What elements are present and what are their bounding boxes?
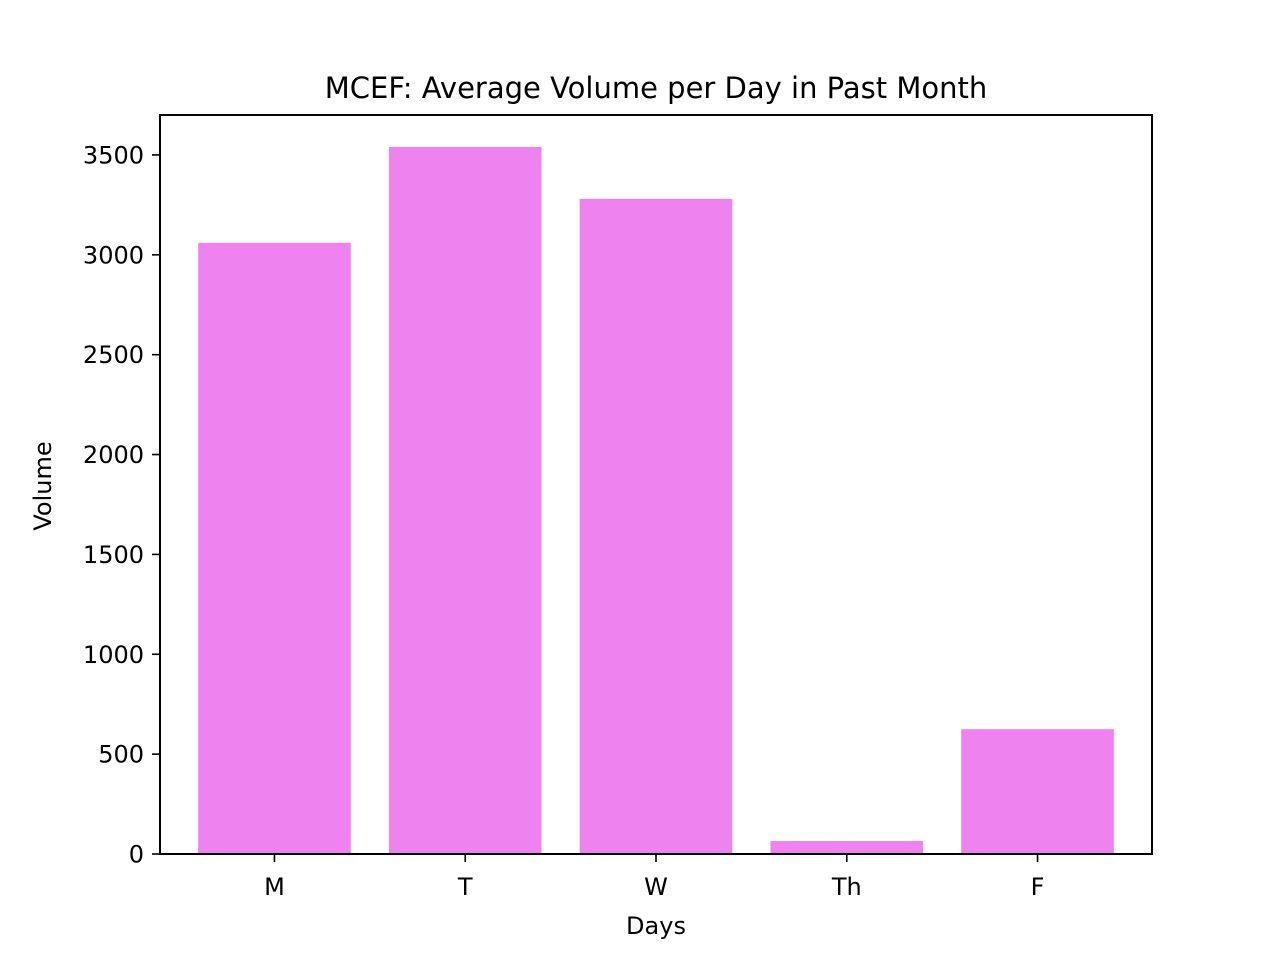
x-tick-label: M: [264, 873, 285, 901]
x-tick-label: Th: [831, 873, 862, 901]
y-axis-label: Volume: [29, 441, 57, 530]
y-tick-label: 2500: [83, 341, 144, 369]
x-axis-label: Days: [626, 912, 686, 940]
x-axis: M T W Th F: [264, 854, 1044, 901]
bar-t: [388, 146, 542, 854]
y-tick-label: 2000: [83, 441, 144, 469]
bar-w: [579, 198, 733, 855]
x-tick-label: W: [644, 873, 668, 901]
x-tick-label: T: [457, 873, 473, 901]
y-tick-label: 0: [129, 841, 144, 869]
y-tick-label: 1500: [83, 541, 144, 569]
bar-th: [770, 841, 924, 854]
bar-f: [961, 729, 1114, 854]
chart-title: MCEF: Average Volume per Day in Past Mon…: [325, 71, 987, 105]
y-tick-label: 3000: [83, 241, 144, 269]
y-axis: 0 500 1000 1500 2000 2500 3000 3500: [83, 141, 160, 869]
x-tick-label: F: [1031, 873, 1045, 901]
y-tick-label: 1000: [83, 641, 144, 669]
y-tick-label: 3500: [83, 141, 144, 169]
bar-m: [198, 242, 351, 854]
y-tick-label: 500: [98, 741, 144, 769]
bars-layer: [198, 146, 1114, 855]
